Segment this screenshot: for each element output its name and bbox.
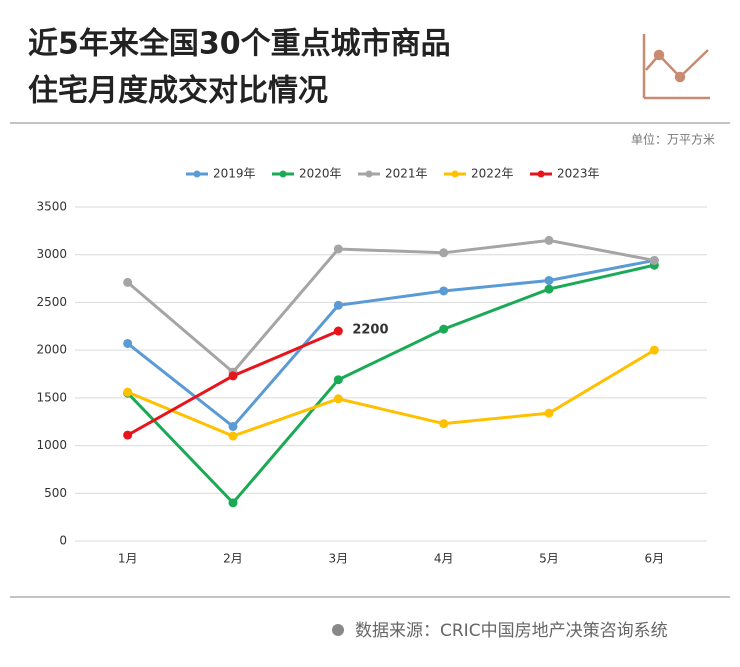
chart-title: 近5年来全国30个重点城市商品	[28, 27, 451, 62]
x-tick-label: 1月	[118, 552, 138, 566]
data-point	[123, 387, 133, 397]
icon	[642, 34, 710, 100]
y-tick-label: 0	[59, 534, 67, 548]
y-tick-label: 2000	[36, 343, 67, 357]
y-tick-label: 1500	[36, 390, 67, 404]
data-point	[333, 300, 343, 310]
legend-label: 2019年	[213, 167, 256, 181]
source-bullet	[332, 624, 344, 636]
data-point	[123, 277, 133, 287]
data-point	[649, 255, 659, 265]
series-line	[126, 263, 655, 506]
legend-swatch	[279, 170, 287, 178]
series-line	[126, 238, 655, 375]
data-point	[123, 338, 133, 348]
data-point	[333, 394, 343, 404]
data-point	[333, 244, 343, 254]
legend-swatch	[537, 170, 545, 178]
y-tick-label: 2500	[36, 295, 67, 309]
legend-swatch	[365, 170, 373, 178]
data-point	[544, 284, 554, 294]
chart-title: 住宅月度成交对比情况	[28, 74, 328, 109]
unit-label: 单位：万平方米	[631, 132, 715, 147]
legend-label: 2021年	[385, 167, 428, 181]
data-point	[439, 324, 449, 334]
series-line	[126, 258, 655, 429]
data-point	[228, 421, 238, 431]
series-line	[127, 348, 656, 438]
legend-label: 2022年	[471, 167, 514, 181]
series-line	[126, 329, 339, 437]
data-point	[228, 431, 238, 441]
legend-swatch	[451, 170, 459, 178]
x-tick-label: 4月	[434, 552, 454, 566]
x-tick-label: 3月	[329, 552, 349, 566]
data-point	[544, 275, 554, 285]
data-point	[123, 430, 133, 440]
y-tick-label: 3500	[36, 200, 67, 214]
x-tick-label: 5月	[539, 552, 559, 566]
y-tick-label: 1000	[36, 438, 67, 452]
x-tick-label: 6月	[645, 552, 665, 566]
data-point	[228, 498, 238, 508]
data-label: 2200	[352, 323, 388, 338]
legend-label: 2020年	[299, 167, 342, 181]
data-point	[649, 345, 659, 355]
data-point	[439, 419, 449, 429]
data-point	[544, 235, 554, 245]
legend-swatch	[193, 170, 201, 178]
y-tick-label: 500	[44, 486, 67, 500]
y-tick-label: 3000	[36, 247, 67, 261]
data-point	[439, 286, 449, 296]
legend-label: 2023年	[557, 167, 600, 181]
x-tick-label: 2月	[223, 552, 243, 566]
data-point	[333, 375, 343, 385]
data-point	[333, 326, 343, 336]
source: 数据来源：CRIC中国房地产决策咨询系统	[355, 621, 668, 641]
data-point	[228, 371, 238, 381]
data-point	[544, 408, 554, 418]
data-point	[439, 248, 449, 258]
